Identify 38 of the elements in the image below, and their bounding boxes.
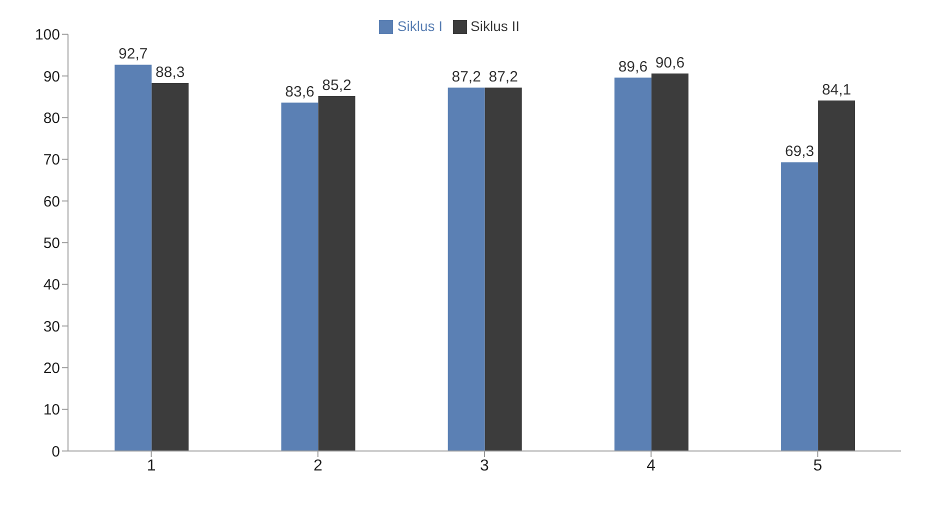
data-label: 83,6 <box>285 84 314 101</box>
legend-label: Siklus II <box>470 18 520 34</box>
y-tick-label: 20 <box>43 360 60 377</box>
data-label: 87,2 <box>452 68 481 86</box>
data-label: 90,6 <box>655 54 685 72</box>
data-label: 84,1 <box>822 82 852 99</box>
y-tick-label: 50 <box>43 234 60 252</box>
bar <box>651 73 688 451</box>
legend-label: Siklus I <box>397 18 443 34</box>
data-label: 89,6 <box>618 58 648 76</box>
bar <box>484 88 522 451</box>
y-tick-label: 90 <box>43 68 60 86</box>
bar <box>114 64 152 451</box>
bar <box>152 83 189 451</box>
y-tick-label: 60 <box>43 193 60 210</box>
bar <box>448 88 485 451</box>
y-tick-label: 30 <box>43 318 60 336</box>
x-tick-label: 5 <box>813 457 822 474</box>
y-tick-label: 70 <box>43 152 60 169</box>
bar <box>781 162 818 451</box>
data-label: 87,2 <box>488 68 518 86</box>
data-label: 88,3 <box>156 64 185 82</box>
bar <box>818 100 856 451</box>
data-label: 69,3 <box>784 143 814 160</box>
y-tick-label: 40 <box>43 276 60 294</box>
bar <box>318 96 356 451</box>
x-tick-label: 4 <box>646 457 656 474</box>
x-tick-label: 3 <box>480 457 490 474</box>
y-tick-label: 0 <box>52 443 60 460</box>
data-label: 85,2 <box>322 76 352 94</box>
y-tick-label: 80 <box>43 110 60 127</box>
data-label: 92,7 <box>118 46 148 63</box>
y-tick-label: 100 <box>34 26 60 44</box>
x-tick-label: 2 <box>313 457 322 474</box>
y-tick-label: 10 <box>43 402 60 419</box>
x-tick-label: 1 <box>146 457 156 474</box>
bar <box>614 78 652 451</box>
bar <box>281 102 318 451</box>
